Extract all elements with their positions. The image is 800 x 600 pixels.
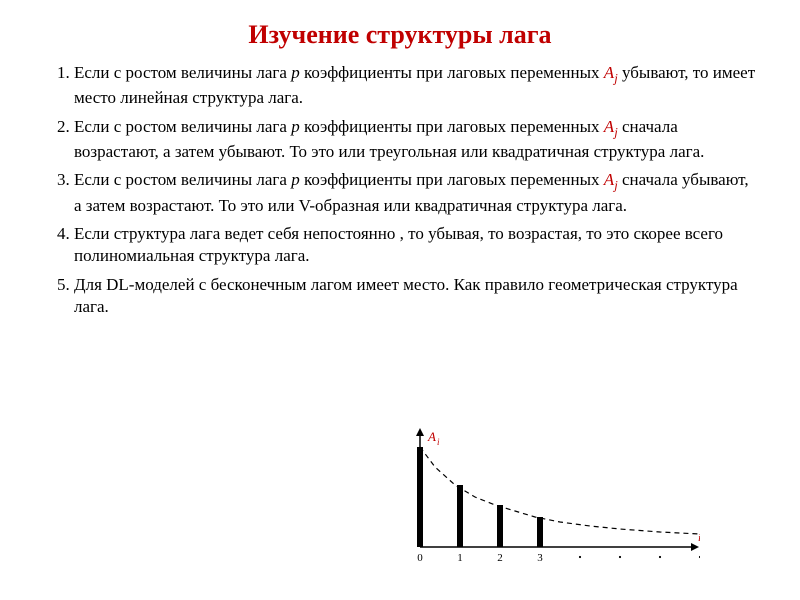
point-1: Если с ростом величины лага p коэффициен… (74, 62, 760, 110)
svg-text:i: i (698, 532, 700, 544)
p3-A: A (604, 170, 614, 189)
p1-pre: Если с ростом величины лага (74, 63, 291, 82)
svg-text:2: 2 (497, 552, 503, 564)
p3-mid: коэффициенты при лаговых переменных (300, 170, 604, 189)
p3-pre: Если с ростом величины лага (74, 170, 291, 189)
point-3: Если с ростом величины лага p коэффициен… (74, 169, 760, 217)
p2-pre: Если с ростом величины лага (74, 117, 291, 136)
decay-chart-svg: Ai i 0 1 2 3 (400, 427, 700, 572)
svg-text:i: i (437, 437, 440, 447)
point-5: Для DL-моделей с бесконечным лагом имеет… (74, 274, 760, 319)
svg-text:1: 1 (457, 552, 463, 564)
p2-mid: коэффициенты при лаговых переменных (300, 117, 604, 136)
decay-chart: Ai i 0 1 2 3 (400, 427, 700, 572)
slide-title: Изучение структуры лага (40, 20, 760, 50)
point-4: Если структура лага ведет себя непостоян… (74, 223, 760, 268)
points-list: Если с ростом величины лага p коэффициен… (40, 62, 760, 319)
p1-mid: коэффициенты при лаговых переменных (300, 63, 604, 82)
p4-text: Если структура лага ведет себя непостоян… (74, 224, 723, 265)
p5-text: Для DL-моделей с бесконечным лагом имеет… (74, 275, 738, 316)
svg-text:3: 3 (537, 552, 543, 564)
svg-text:A: A (427, 429, 436, 444)
p3-p: p (291, 170, 300, 189)
point-2: Если с ростом величины лага p коэффициен… (74, 116, 760, 164)
p1-p: p (291, 63, 300, 82)
p1-A: A (604, 63, 614, 82)
svg-text:0: 0 (417, 552, 423, 564)
p2-p: p (291, 117, 300, 136)
p2-A: A (604, 117, 614, 136)
